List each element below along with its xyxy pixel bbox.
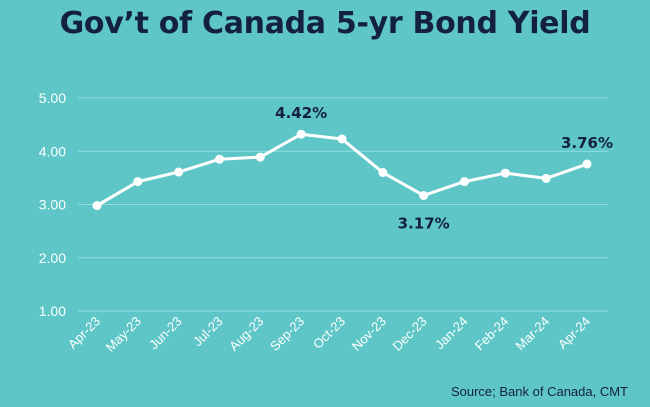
data-annotations: 4.42% 3.17% 3.76%: [275, 104, 613, 232]
y-tick-label: 2.00: [39, 250, 66, 266]
x-tick-label: Jan-24: [432, 314, 471, 353]
x-tick-label: May-23: [103, 314, 144, 355]
x-tick-label: Feb-24: [472, 314, 512, 354]
x-tick-label: Apr-23: [65, 314, 103, 352]
chart-title: Gov’t of Canada 5-yr Bond Yield: [59, 6, 591, 41]
series-line-path: [96, 132, 588, 207]
x-tick-label: Sep-23: [267, 314, 307, 354]
grid-lines: [78, 97, 608, 312]
data-label: 4.42%: [275, 104, 327, 122]
x-tick-label: Apr-24: [555, 314, 593, 352]
data-point: [215, 154, 224, 164]
x-tick-label: Aug-23: [226, 314, 266, 354]
x-tick-label: Dec-23: [390, 314, 430, 354]
data-point: [582, 159, 592, 169]
data-point: [500, 168, 510, 178]
data-point: [419, 190, 429, 200]
data-point: [174, 167, 184, 177]
y-axis-ticks: 1.00 2.00 3.00 4.00 5.00: [39, 90, 66, 319]
y-tick-label: 3.00: [39, 197, 66, 213]
x-tick-label: Nov-23: [349, 314, 389, 354]
x-tick-label: Jun-23: [146, 314, 185, 353]
data-point: [296, 129, 306, 139]
data-point: [460, 177, 469, 187]
data-point: [133, 177, 143, 187]
x-tick-label: Oct-23: [310, 314, 348, 352]
data-label: 3.17%: [398, 214, 450, 232]
data-point: [92, 201, 102, 211]
x-axis-ticks: Apr-23 May-23 Jun-23 Jul-23 Aug-23 Sep-23 Oct-…: [65, 314, 593, 355]
y-tick-label: 5.00: [39, 90, 66, 106]
source-note: Source; Bank of Canada, CMT: [450, 384, 628, 399]
series-line: [96, 132, 588, 207]
x-tick-label: Jul-23: [190, 314, 226, 350]
data-point: [378, 168, 388, 178]
data-point: [541, 173, 551, 183]
y-tick-label: 1.00: [39, 303, 66, 319]
data-point: [337, 134, 347, 144]
series-points: [92, 129, 592, 211]
x-tick-label: Mar-24: [513, 314, 553, 354]
data-point: [255, 152, 265, 162]
y-tick-label: 4.00: [39, 143, 66, 159]
data-label: 3.76%: [561, 134, 613, 152]
